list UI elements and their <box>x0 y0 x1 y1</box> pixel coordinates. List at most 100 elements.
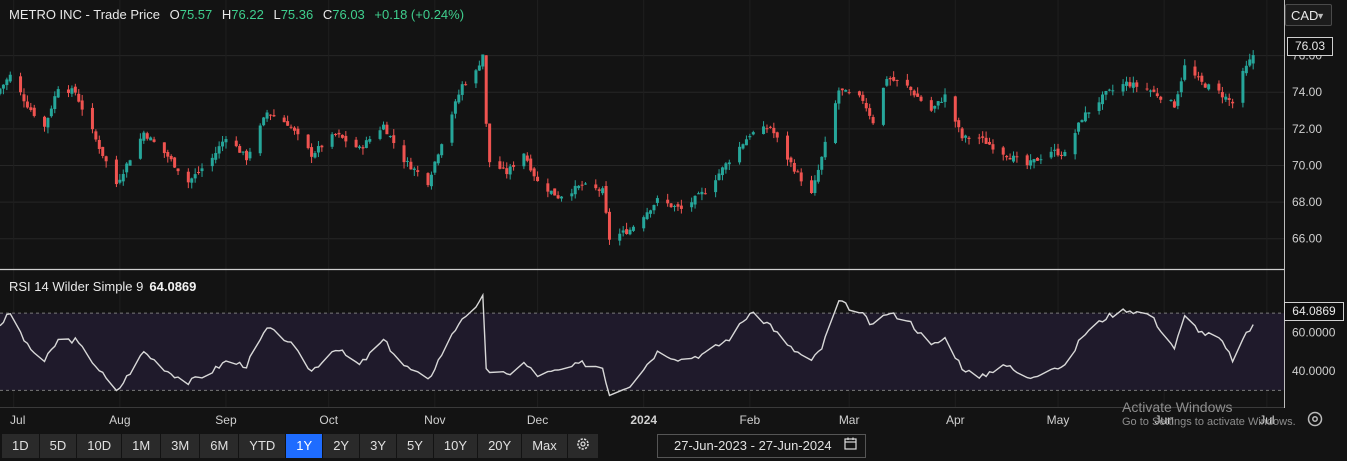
candle-body <box>1128 82 1132 87</box>
candle-body <box>813 180 817 194</box>
candle-body <box>570 193 574 197</box>
candle-body <box>525 155 529 161</box>
candle-body <box>696 193 700 195</box>
range-button-5y[interactable]: 5Y <box>397 434 434 458</box>
range-button-3y[interactable]: 3Y <box>360 434 398 458</box>
range-button-10d[interactable]: 10D <box>77 434 123 458</box>
candle-body <box>162 142 166 154</box>
candle-body <box>765 128 769 130</box>
rsi-tick-label: 40.0000 <box>1292 364 1336 378</box>
candle-body <box>1056 148 1060 156</box>
candle-body <box>306 134 310 149</box>
candle-body <box>104 156 108 162</box>
last-price-tag: 76.03 <box>1287 37 1333 56</box>
candle-body <box>738 146 742 163</box>
candle-body <box>693 195 697 205</box>
candle-body <box>1008 157 1012 160</box>
candle-body <box>895 79 899 81</box>
candle-body <box>361 147 365 149</box>
candle-body <box>560 196 564 199</box>
range-button-ytd[interactable]: YTD <box>239 434 287 458</box>
candle-body <box>1012 155 1016 162</box>
candle-body <box>864 102 868 109</box>
candle-body <box>1077 122 1081 132</box>
candle-body <box>90 107 94 130</box>
candle-body <box>138 138 142 159</box>
candle-body <box>1083 112 1087 122</box>
rsi-header: RSI 14 Wilder Simple 9 64.0869 <box>9 279 196 294</box>
candle-body <box>751 132 755 135</box>
candle-body <box>618 233 622 241</box>
chart-settings-icon[interactable] <box>1305 410 1325 430</box>
candle-body <box>241 151 245 153</box>
candle-body <box>186 171 190 183</box>
range-button-3m[interactable]: 3M <box>161 434 201 458</box>
low-label: L <box>273 7 281 22</box>
range-button-1d[interactable]: 1D <box>2 434 40 458</box>
candle-body <box>1220 91 1224 98</box>
rsi-line <box>0 292 1254 397</box>
candle-body <box>594 184 598 189</box>
candle-body <box>714 180 718 193</box>
currency-select[interactable]: CAD ▼ <box>1285 4 1332 26</box>
candle-body <box>385 124 389 135</box>
candle-body <box>94 131 98 140</box>
open-label: O <box>169 7 180 22</box>
time-tick-label: Nov <box>424 413 445 427</box>
candle-body <box>916 93 920 97</box>
low-value: 75.36 <box>280 7 314 22</box>
chart-title: METRO INC - Trade Price <box>9 7 160 22</box>
range-button-5d[interactable]: 5D <box>39 434 78 458</box>
range-button-1m[interactable]: 1M <box>122 434 162 458</box>
candle-body <box>405 160 409 162</box>
candle-body <box>77 93 81 102</box>
candle-body <box>881 87 885 125</box>
candle-body <box>988 141 992 145</box>
watermark-line2: Go to Settings to activate Windows. <box>1122 416 1296 428</box>
candle-body <box>673 205 677 207</box>
gear-icon[interactable] <box>567 434 599 458</box>
candle-body <box>265 112 269 119</box>
candle-body <box>1203 83 1207 88</box>
currency-value: CAD <box>1291 8 1319 23</box>
candle-body <box>1080 120 1084 123</box>
time-tick-label: Jun <box>1154 413 1173 427</box>
date-range-picker[interactable]: 27-Jun-2023 - 27-Jun-2024 <box>657 434 866 458</box>
candle-body <box>32 107 36 116</box>
candle-body <box>607 211 611 240</box>
candle-body <box>19 76 23 93</box>
candle-body <box>464 84 468 86</box>
candle-body <box>429 174 433 187</box>
range-toolbar: 1D 5D 10D 1M 3M 6M YTD 1Y 2Y 3Y 5Y 10Y 20Y Max <box>2 434 599 459</box>
range-button-2y[interactable]: 2Y <box>323 434 361 458</box>
candle-body <box>29 107 33 110</box>
time-tick-label: May <box>1047 413 1070 427</box>
activate-windows-watermark: Activate Windows Go to Settings to activ… <box>1122 399 1296 428</box>
range-button-10y[interactable]: 10Y <box>433 434 479 458</box>
candle-body <box>409 161 413 170</box>
candle-body <box>1049 151 1053 158</box>
candle-body <box>53 96 57 110</box>
candle-body <box>0 88 2 94</box>
candle-body <box>940 101 944 103</box>
range-button-max[interactable]: Max <box>522 434 568 458</box>
candle-body <box>125 163 129 173</box>
price-chart[interactable]: 66.0068.0070.0072.0074.0076.00JulAugSepO… <box>0 0 1347 432</box>
candle-body <box>1097 102 1101 111</box>
range-button-1y[interactable]: 1Y <box>286 434 324 458</box>
candle-body <box>392 135 396 144</box>
range-button-6m[interactable]: 6M <box>200 434 240 458</box>
candle-body <box>1224 96 1228 100</box>
candle-body <box>296 128 300 135</box>
range-button-20y[interactable]: 20Y <box>478 434 523 458</box>
candle-body <box>690 202 694 208</box>
candle-body <box>909 86 913 91</box>
candle-body <box>56 89 60 98</box>
chevron-down-icon: ▼ <box>1316 11 1325 21</box>
candle-body <box>289 126 293 128</box>
candle-body <box>796 171 800 173</box>
candle-body <box>669 203 673 208</box>
candle-body <box>833 103 837 144</box>
candle-body <box>837 90 841 104</box>
candle-body <box>981 136 985 138</box>
